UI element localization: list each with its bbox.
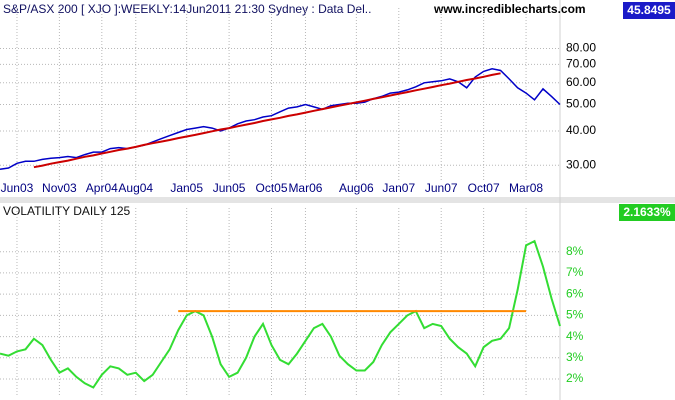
x-tick-label: Mar08 — [509, 181, 543, 195]
y-tick-label: 6% — [566, 286, 584, 300]
x-tick-label: Jan05 — [170, 181, 203, 195]
y-tick-label: 60.00 — [566, 75, 596, 89]
chart-title: S&P/ASX 200 [ XJO ]:WEEKLY:14Jun2011 21:… — [3, 2, 371, 16]
x-tick-label: Aug04 — [118, 181, 153, 195]
x-tick-label: Jun03 — [1, 181, 34, 195]
y-tick-label: 3% — [566, 350, 584, 364]
x-tick-label: Jun05 — [213, 181, 246, 195]
last-value-box — [623, 2, 675, 19]
last-value: 2.1633% — [623, 205, 671, 219]
last-value-box — [619, 204, 675, 221]
y-tick-label: 80.00 — [566, 41, 596, 55]
y-tick-label: 5% — [566, 308, 584, 322]
y-tick-label: 2% — [566, 371, 584, 385]
panel-title: VOLATILITY DAILY 125 — [3, 204, 131, 218]
x-tick-label: Jun07 — [425, 181, 458, 195]
y-tick-label: 4% — [566, 329, 584, 343]
y-tick-label: 70.00 — [566, 57, 596, 71]
x-tick-label: Oct07 — [468, 181, 500, 195]
x-tick-label: Nov03 — [42, 181, 77, 195]
y-tick-label: 8% — [566, 244, 584, 258]
series-line — [0, 239, 561, 389]
y-tick-label: 50.00 — [566, 97, 596, 111]
x-tick-label: Oct05 — [256, 181, 288, 195]
series-line — [0, 68, 561, 171]
series-line — [33, 72, 501, 169]
x-tick-label: Aug06 — [339, 181, 374, 195]
last-value: 45.8495 — [627, 3, 671, 17]
y-tick-label: 30.00 — [566, 157, 596, 171]
panel-divider — [0, 197, 675, 203]
source: www.incrediblecharts.com — [433, 2, 586, 16]
y-tick-label: 7% — [566, 265, 584, 279]
x-tick-label: Jan07 — [382, 181, 415, 195]
y-tick-label: 40.00 — [566, 123, 596, 137]
x-tick-label: Apr04 — [86, 181, 118, 195]
x-tick-label: Mar06 — [288, 181, 322, 195]
